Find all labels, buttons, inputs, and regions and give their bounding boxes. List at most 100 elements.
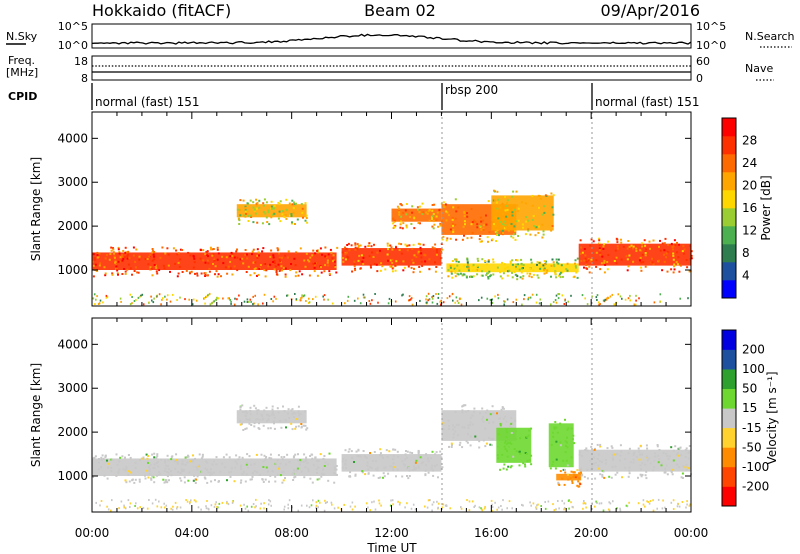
ground-scatter-pixel — [300, 297, 302, 300]
ground-scatter-pixel — [522, 504, 524, 507]
echo-speckle — [404, 464, 406, 466]
echo-speckle — [170, 456, 173, 459]
echo-speckle — [566, 428, 569, 431]
echo-speckle — [465, 276, 468, 279]
echo-speckle — [282, 479, 285, 482]
echo-speckle — [132, 246, 135, 249]
echo-speckle — [616, 471, 619, 474]
echo-speckle — [463, 426, 466, 429]
echo-speckle — [179, 258, 182, 261]
echo-speckle — [312, 262, 315, 265]
echo-speckle — [587, 259, 590, 262]
echo-speckle — [272, 413, 275, 416]
ground-scatter-pixel — [503, 300, 506, 303]
echo-speckle — [266, 420, 268, 423]
echo-speckle — [125, 251, 128, 254]
echo-speckle — [277, 467, 280, 470]
echo-speckle — [543, 267, 546, 270]
echo-speckle — [265, 456, 268, 458]
echo-speckle — [156, 453, 159, 456]
echo-speckle — [599, 443, 602, 446]
echo-speckle — [336, 246, 339, 249]
echo-speckle — [402, 463, 405, 466]
echo-speckle — [552, 261, 555, 264]
ground-scatter-pixel — [583, 500, 585, 502]
echo-speckle — [291, 413, 294, 416]
echo-speckle — [386, 242, 389, 245]
echo-speckle — [196, 272, 199, 275]
echo-speckle — [396, 468, 399, 471]
echo-speckle — [387, 259, 390, 262]
echo-speckle — [305, 252, 308, 255]
echo-speckle — [267, 414, 270, 417]
echo-speckle — [644, 244, 647, 247]
echo-speckle — [619, 454, 622, 457]
echo-speckle — [315, 468, 318, 471]
ground-scatter-pixel — [626, 505, 629, 508]
echo-speckle — [592, 462, 595, 465]
echo-speckle — [247, 265, 250, 268]
ground-scatter-pixel — [480, 507, 482, 510]
echo-speckle — [256, 418, 259, 420]
echo-speckle — [165, 479, 168, 482]
echo-speckle — [663, 260, 666, 263]
echo-speckle — [510, 422, 513, 425]
echo-speckle — [386, 253, 389, 256]
ground-scatter-pixel — [301, 296, 303, 299]
ground-scatter-pixel — [135, 502, 137, 505]
echo-speckle — [511, 271, 513, 274]
echo-speckle — [515, 190, 518, 193]
echo-speckle — [364, 245, 367, 248]
power-x-axis — [91, 112, 692, 306]
ground-scatter-pixel — [607, 508, 610, 511]
ground-scatter-pixel — [616, 507, 618, 510]
echo-speckle — [676, 453, 678, 456]
echo-speckle — [451, 216, 454, 219]
echo-speckle — [645, 444, 648, 447]
echo-speckle — [128, 480, 131, 483]
ground-scatter-pixel — [584, 502, 587, 505]
echo-speckle — [404, 453, 407, 456]
echo-speckle — [530, 261, 533, 264]
echo-speckle — [216, 246, 219, 249]
nave-label: Nave — [745, 62, 773, 75]
echo-speckle — [690, 257, 693, 260]
ground-scatter-pixel — [491, 509, 493, 512]
echo-speckle — [149, 266, 152, 269]
echo-speckle — [225, 256, 228, 259]
echo-speckle — [496, 234, 499, 236]
ground-scatter-pixel — [550, 303, 552, 306]
echo-speckle — [277, 263, 280, 266]
ground-scatter-pixel — [243, 300, 246, 303]
echo-speckle — [97, 256, 100, 258]
echo-speckle — [536, 274, 539, 277]
x-tick-label: 12:00 — [374, 526, 409, 540]
echo-speckle — [506, 266, 509, 269]
echo-speckle — [151, 453, 154, 456]
echo-speckle — [249, 413, 252, 416]
echo-speckle — [584, 254, 587, 257]
echo-speckle — [598, 244, 601, 247]
echo-speckle — [400, 252, 403, 255]
echo-speckle — [164, 461, 167, 464]
echo-speckle — [316, 472, 319, 474]
ground-scatter-pixel — [179, 296, 181, 299]
echo-speckle — [295, 425, 298, 428]
echo-speckle — [239, 481, 242, 484]
echo-speckle — [224, 466, 227, 469]
echo-speckle — [428, 258, 431, 261]
echo-speckle — [150, 478, 153, 481]
echo-speckle — [139, 459, 142, 462]
echo-speckle — [471, 231, 474, 234]
echo-speckle — [264, 212, 267, 215]
echo-speckle — [651, 257, 653, 260]
ground-scatter-pixel — [442, 301, 445, 304]
echo-speckle — [344, 463, 347, 466]
echo-speckle — [281, 213, 284, 216]
colorbar-swatch — [722, 388, 736, 409]
echo-speckle — [626, 258, 629, 261]
echo-speckle — [439, 224, 442, 227]
echo-speckle — [291, 221, 293, 224]
echo-speckle — [452, 436, 455, 439]
ground-scatter-pixel — [297, 509, 300, 512]
